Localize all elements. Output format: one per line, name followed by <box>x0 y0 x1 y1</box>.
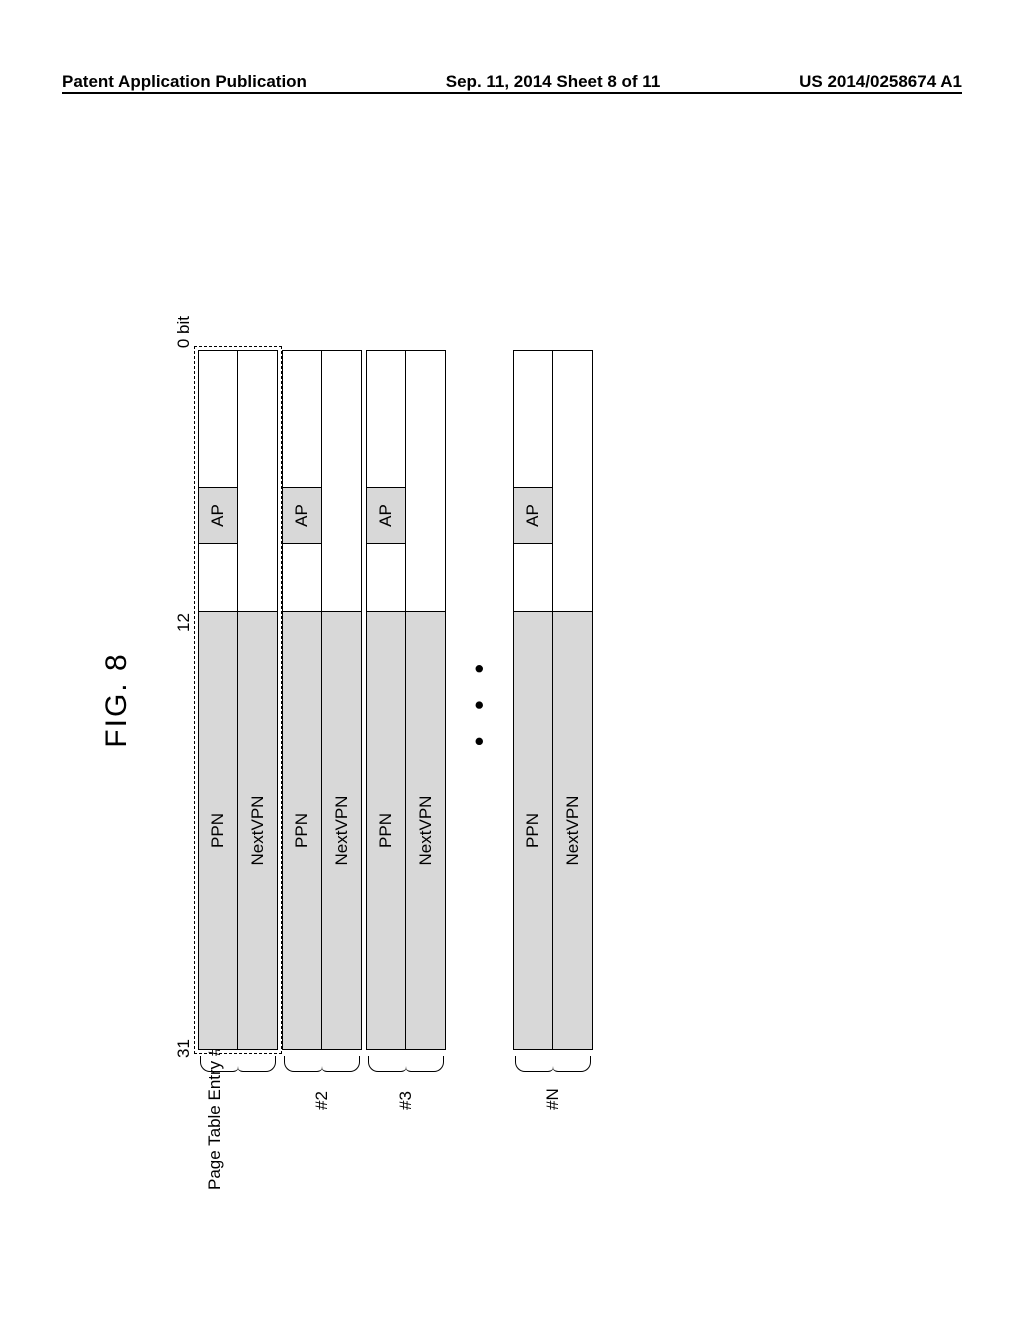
entry-3: #3 PPN AP NextVPN <box>366 350 446 1050</box>
ap-field: AP <box>199 487 237 543</box>
entry-n-row-ppn: PPN AP <box>513 350 553 1050</box>
nextvpn-field: NextVPN <box>238 611 277 1049</box>
bit-label-0: 0 bit <box>174 316 194 348</box>
brace-icon <box>200 1056 276 1072</box>
figure-title: FIG. 8 <box>0 652 174 747</box>
ppn-field: PPN <box>367 611 405 1049</box>
ppn-field: PPN <box>283 611 321 1049</box>
tail-field <box>514 351 552 487</box>
tail-field <box>199 351 237 487</box>
entry-3-label: #3 <box>396 1091 416 1110</box>
ppn-field: PPN <box>514 611 552 1049</box>
bit-label-12: 12 <box>174 613 194 632</box>
entry-1-row-nextvpn: NextVPN <box>238 350 278 1050</box>
ppn-field: PPN <box>199 611 237 1049</box>
entry-n: #N PPN AP NextVPN <box>513 350 593 1050</box>
nextvpn-field: NextVPN <box>406 611 445 1049</box>
tail-field <box>238 351 277 611</box>
nextvpn-field: NextVPN <box>553 611 592 1049</box>
gap-field <box>514 543 552 611</box>
ellipsis: • • • <box>450 350 513 1050</box>
entry-2-row-ppn: PPN AP <box>282 350 322 1050</box>
page-header: Patent Application Publication Sep. 11, … <box>0 62 1024 94</box>
brace-icon <box>284 1056 360 1072</box>
bit-label-31: 31 <box>174 1039 194 1058</box>
figure-8: FIG. 8 31 12 0 bit Page Table Entry #1 P… <box>0 188 1024 1212</box>
entry-3-row-nextvpn: NextVPN <box>406 350 446 1050</box>
tail-field <box>406 351 445 611</box>
brace-icon <box>515 1056 591 1072</box>
entry-1-row-ppn: PPN AP <box>198 350 238 1050</box>
header-left: Patent Application Publication <box>62 72 307 92</box>
ap-field: AP <box>367 487 405 543</box>
header-right: US 2014/0258674 A1 <box>799 72 962 92</box>
entry-3-row-ppn: PPN AP <box>366 350 406 1050</box>
ap-field: AP <box>283 487 321 543</box>
entry-n-label: #N <box>543 1088 563 1110</box>
gap-field <box>283 543 321 611</box>
tail-field <box>367 351 405 487</box>
gap-field <box>367 543 405 611</box>
tail-field <box>553 351 592 611</box>
entry-n-row-nextvpn: NextVPN <box>553 350 593 1050</box>
header-rule <box>62 92 962 94</box>
entry-1: Page Table Entry #1 PPN AP NextVPN <box>198 350 278 1050</box>
entry-2-row-nextvpn: NextVPN <box>322 350 362 1050</box>
tail-field <box>322 351 361 611</box>
bit-labels: 31 12 0 bit <box>174 350 198 1050</box>
page-table-entries: Page Table Entry #1 PPN AP NextVPN #2 <box>198 350 597 1050</box>
brace-icon <box>368 1056 444 1072</box>
tail-field <box>283 351 321 487</box>
header-middle: Sep. 11, 2014 Sheet 8 of 11 <box>446 72 661 92</box>
gap-field <box>199 543 237 611</box>
entry-2: #2 PPN AP NextVPN <box>282 350 362 1050</box>
nextvpn-field: NextVPN <box>322 611 361 1049</box>
ap-field: AP <box>514 487 552 543</box>
entry-2-label: #2 <box>312 1091 332 1110</box>
